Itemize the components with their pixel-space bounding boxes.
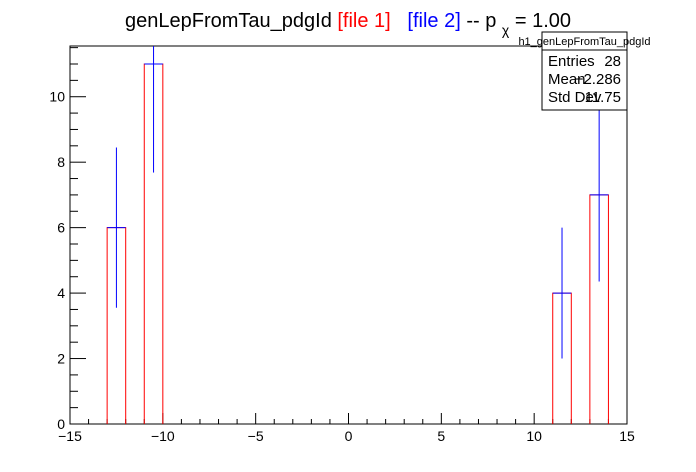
stats-box-frame xyxy=(541,31,628,111)
x-tick-label: 10 xyxy=(526,428,542,444)
title-p-prefix: -- p xyxy=(466,10,496,32)
stats-entries-label: Entries xyxy=(548,53,595,70)
data-point-with-error xyxy=(107,147,126,308)
x-tick-label: 15 xyxy=(619,428,635,444)
y-tick-label: 10 xyxy=(49,89,65,105)
y-tick-label: 8 xyxy=(57,154,65,170)
x-tick-label: −10 xyxy=(151,428,175,444)
x-tick-label: 0 xyxy=(345,428,353,444)
stats-box: h1_genLepFromTau_pdgId Entries 28 Mean −… xyxy=(518,31,651,111)
title-p-value: = 1.00 xyxy=(515,10,571,32)
data-point-with-error xyxy=(552,227,572,359)
stats-mean-label: Mean xyxy=(548,71,586,88)
x-tick-labels: −15 −10 −5 0 5 10 15 xyxy=(58,428,635,444)
series-file1-histogram xyxy=(106,63,609,424)
y-tick-labels: 0 2 4 6 8 10 xyxy=(49,89,65,432)
stats-box-header-frame xyxy=(541,31,628,51)
x-tick-label: −15 xyxy=(58,428,82,444)
title-file1-label: [file 1] xyxy=(337,10,390,32)
stats-box-title: h1_genLepFromTau_pdgId xyxy=(518,36,650,48)
title-p-subscript: χ xyxy=(502,22,510,38)
series-file2-errorbars xyxy=(107,46,609,359)
stats-mean-value: −2.286 xyxy=(575,71,621,88)
x-tick-label: 5 xyxy=(437,428,445,444)
title-file2-label: [file 2] xyxy=(407,10,460,32)
chart-title: genLepFromTau_pdgId [file 1] [file 2] --… xyxy=(125,10,571,40)
y-tick-label: 6 xyxy=(57,220,65,236)
title-prefix: genLepFromTau_pdgId xyxy=(125,10,337,32)
x-tick-label: −5 xyxy=(248,428,264,444)
y-tick-label: 2 xyxy=(57,351,65,367)
data-point-with-error xyxy=(589,108,609,282)
stats-stddev-label: Std Dev xyxy=(548,89,602,106)
data-point-with-error xyxy=(144,46,163,173)
y-tick-label: 4 xyxy=(57,285,65,301)
stats-stddev-value: 11.75 xyxy=(585,89,621,106)
y-tick-label: 0 xyxy=(57,416,65,432)
stats-entries-value: 28 xyxy=(604,53,621,70)
